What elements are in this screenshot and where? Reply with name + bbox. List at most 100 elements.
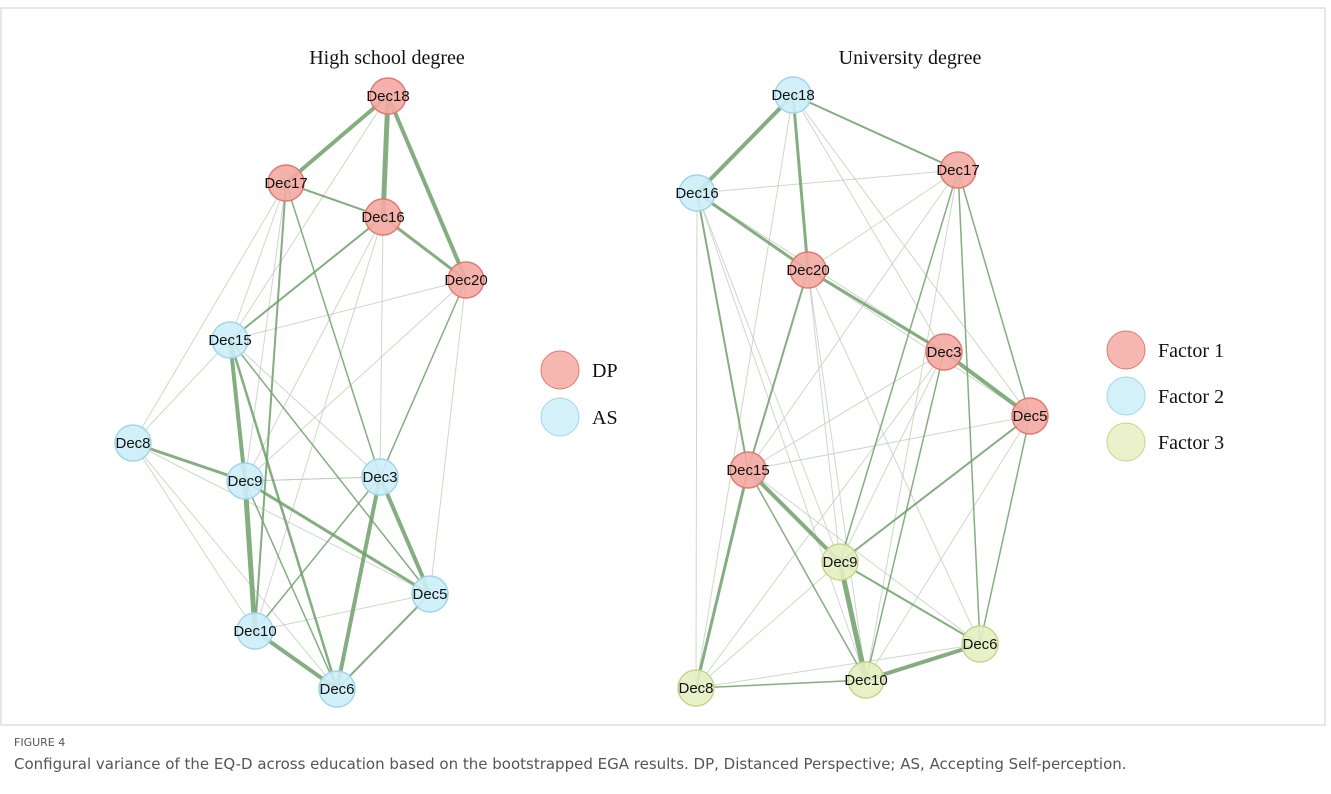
edge xyxy=(132,441,246,483)
edge xyxy=(695,94,794,689)
node xyxy=(361,458,399,496)
node xyxy=(114,424,152,462)
edge xyxy=(254,182,287,632)
edge xyxy=(696,192,867,681)
edge xyxy=(285,182,381,478)
edge xyxy=(696,169,959,194)
edge xyxy=(229,339,381,478)
edge xyxy=(747,415,1031,471)
node xyxy=(211,321,249,359)
edge xyxy=(839,169,959,563)
node xyxy=(267,164,305,202)
edge xyxy=(807,269,1031,417)
node xyxy=(364,198,402,236)
edge xyxy=(229,182,287,341)
node xyxy=(729,451,767,489)
node-label: Dec18 xyxy=(771,87,814,104)
node xyxy=(847,661,885,699)
edge xyxy=(254,216,384,632)
edge xyxy=(695,93,795,195)
legend-label: DP xyxy=(592,360,618,382)
edge xyxy=(229,279,467,341)
edge xyxy=(244,182,287,482)
node xyxy=(678,174,716,212)
edge xyxy=(792,94,1031,417)
edge xyxy=(694,469,750,689)
node xyxy=(1011,397,1049,435)
edge xyxy=(386,95,468,281)
edge xyxy=(979,415,1031,645)
edge xyxy=(837,561,869,681)
edge xyxy=(865,642,981,682)
edge xyxy=(747,269,809,471)
edge xyxy=(695,643,981,689)
edge xyxy=(865,169,959,681)
node-label: Dec3 xyxy=(362,469,397,486)
node-label: Dec9 xyxy=(227,473,262,490)
edge xyxy=(696,192,749,471)
panel-title: High school degree xyxy=(309,47,465,69)
node xyxy=(925,333,963,371)
node xyxy=(789,251,827,289)
edge xyxy=(379,216,384,478)
node-label: Dec5 xyxy=(412,586,447,603)
figure-caption: Configural variance of the EQ-D across e… xyxy=(14,755,1127,773)
node-label: Dec3 xyxy=(926,344,961,361)
edge xyxy=(695,351,945,689)
edge xyxy=(335,476,382,690)
edge xyxy=(807,269,981,645)
edge xyxy=(132,442,256,632)
edge xyxy=(242,480,258,632)
edge xyxy=(336,593,431,690)
node xyxy=(226,462,264,500)
legend-label: Factor 1 xyxy=(1158,340,1224,362)
node xyxy=(821,543,859,581)
node xyxy=(447,261,485,299)
legend-label: Factor 3 xyxy=(1158,432,1224,454)
figure-frame xyxy=(0,7,1326,726)
edge xyxy=(429,279,467,595)
edge xyxy=(839,415,1031,563)
node-label: Dec9 xyxy=(822,554,857,571)
node-label: Dec16 xyxy=(675,185,718,202)
edge xyxy=(132,442,338,690)
edge xyxy=(839,561,981,645)
node-label: Dec18 xyxy=(366,88,409,105)
node-label: Dec6 xyxy=(962,636,997,653)
edge xyxy=(284,94,390,185)
node xyxy=(677,669,715,707)
edge xyxy=(807,269,841,563)
legend-swatch xyxy=(540,397,580,437)
edge xyxy=(807,169,959,271)
edge xyxy=(807,268,945,354)
edge xyxy=(865,351,945,681)
node-label: Dec20 xyxy=(786,262,829,279)
edge xyxy=(696,191,809,272)
edges xyxy=(132,93,1032,691)
edge xyxy=(696,192,841,563)
node-label: Dec15 xyxy=(726,462,769,479)
edge xyxy=(228,339,247,482)
edge xyxy=(229,95,389,341)
node xyxy=(411,575,449,613)
legend-swatch xyxy=(1106,376,1146,416)
edge xyxy=(807,269,867,681)
legend-label: Factor 2 xyxy=(1158,386,1224,408)
node-label: Dec8 xyxy=(115,435,150,452)
legend-label: AS xyxy=(592,407,618,429)
node xyxy=(236,612,274,650)
node-label: Dec10 xyxy=(844,672,887,689)
edge xyxy=(244,476,381,482)
edge xyxy=(747,169,959,471)
node-label: Dec20 xyxy=(444,272,487,289)
panel-title: University degree xyxy=(839,47,982,69)
nodes: Dec18 Dec17 Dec16 Dec20 Dec15 Dec8 Dec9 Dec3 Dec… xyxy=(114,76,1049,708)
node-label: Dec17 xyxy=(264,175,307,192)
edge xyxy=(132,442,431,595)
edge xyxy=(244,480,338,690)
edge xyxy=(792,94,959,171)
edge xyxy=(379,279,467,478)
edge xyxy=(792,94,945,353)
legend-swatch xyxy=(1106,422,1146,462)
